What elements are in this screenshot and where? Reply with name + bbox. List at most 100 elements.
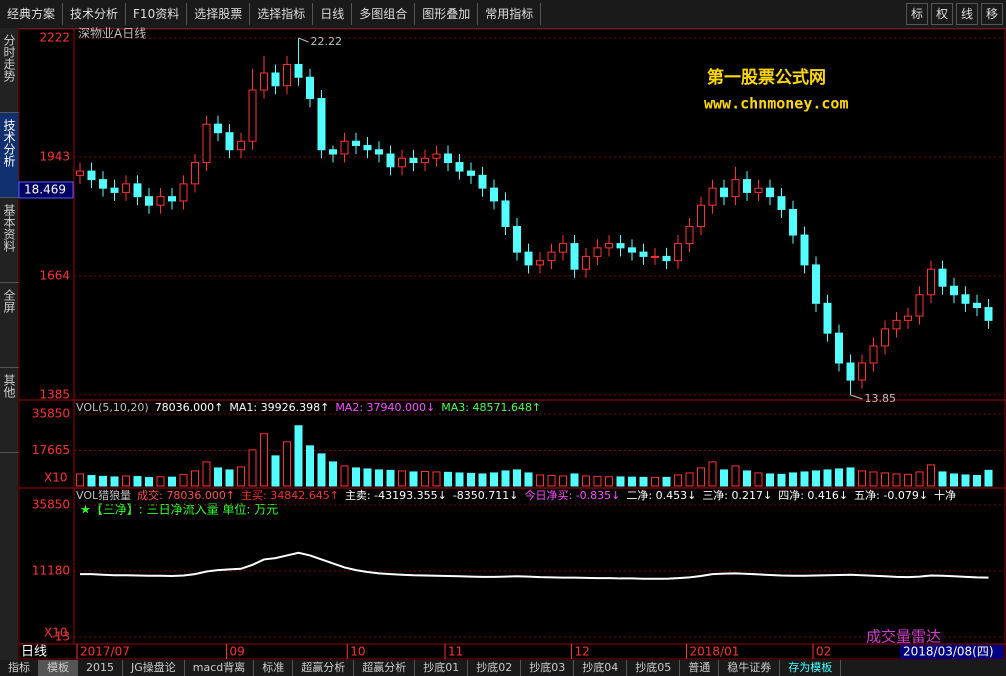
side-tab[interactable]: 基本资料	[0, 198, 19, 283]
sidebar: 分时走势 技术分析 基本资料 全屏 其他	[0, 28, 19, 660]
volume-bar	[536, 474, 544, 487]
volume-bar	[513, 469, 521, 487]
toolbar-icon[interactable]: 权	[931, 3, 953, 25]
toolbar-button[interactable]: 选择指标	[250, 3, 314, 25]
radar-name: 成交量雷达	[866, 628, 941, 646]
bottom-tab[interactable]: 超赢分析	[293, 660, 355, 676]
candle-body	[455, 162, 464, 172]
volume-bar	[639, 476, 648, 487]
candle-body	[214, 123, 222, 134]
radar-header: 十净	[934, 488, 956, 502]
bottom-tab[interactable]: JG操盘论	[123, 660, 185, 676]
x-tick-label: 2017/07	[80, 645, 130, 659]
volume-bar	[444, 471, 452, 487]
candle-body	[869, 345, 878, 364]
candle-body	[340, 140, 349, 155]
volume-bar	[927, 464, 935, 487]
candle-body	[237, 140, 245, 151]
bottom-tab[interactable]: 抄底03	[521, 660, 575, 676]
candle-body	[501, 200, 510, 228]
volume-bar	[674, 474, 682, 487]
candle-body	[386, 153, 395, 168]
volume-bar	[858, 470, 866, 487]
toolbar-button[interactable]: 技术分析	[63, 3, 127, 25]
volume-bar	[375, 469, 383, 487]
volume-bar	[168, 476, 176, 487]
volume-bar	[133, 476, 142, 487]
volume-bar	[363, 468, 372, 487]
bottom-tab[interactable]: 模板	[39, 660, 78, 676]
high-label: 22.22	[311, 35, 343, 48]
toolbar-icon[interactable]: 线	[956, 3, 978, 25]
candle-body	[904, 315, 912, 321]
volume-bar	[708, 461, 717, 487]
side-tab[interactable]: 技术分析	[0, 113, 19, 198]
toolbar-icon[interactable]: 标	[906, 3, 928, 25]
side-tab[interactable]: 全屏	[0, 283, 19, 368]
candle-body	[950, 285, 958, 296]
bottom-tab[interactable]: macd背离	[185, 660, 255, 676]
candle-body	[570, 243, 579, 270]
radar-header: 成交: 78036.000↑	[137, 488, 235, 502]
bottom-tab[interactable]: 抄底02	[468, 660, 522, 676]
bottom-tab[interactable]: 超赢分析	[354, 660, 416, 676]
radar-line	[80, 551, 989, 580]
candle-body	[156, 196, 165, 206]
volume-bar	[386, 469, 395, 487]
side-tab[interactable]: 其他	[0, 368, 19, 453]
toolbar-button[interactable]: 选择股票	[187, 3, 251, 25]
volume-bar	[662, 476, 671, 487]
bottom-tab[interactable]: 稳牛证券	[719, 660, 781, 676]
bottom-tab[interactable]: 抄底05	[627, 660, 681, 676]
volume-header: 78036.000↑	[155, 401, 224, 414]
candle-body	[846, 362, 855, 381]
bottom-tab[interactable]: 存为模板	[780, 660, 842, 676]
volume-bar	[881, 472, 889, 487]
volume-bar	[973, 475, 981, 487]
volume-bar	[260, 433, 268, 487]
radar-header: 今日净买: -0.835↓	[525, 488, 621, 502]
volume-bar	[570, 473, 579, 487]
volume-bar	[409, 471, 418, 487]
toolbar-button[interactable]: 日线	[313, 3, 353, 25]
volume-bar	[915, 471, 924, 487]
candle-body	[478, 174, 487, 189]
candle-body	[375, 149, 383, 155]
toolbar-button[interactable]: 常用指标	[478, 3, 542, 25]
volume-bar	[478, 473, 487, 487]
bottom-tab[interactable]: 普通	[680, 660, 720, 676]
bottom-tab[interactable]: 指标	[0, 660, 39, 676]
bottom-tab[interactable]: 抄底01	[415, 660, 469, 676]
toolbar-button[interactable]: F10资料	[126, 3, 188, 25]
candle-body	[754, 187, 763, 193]
toolbar-icon[interactable]: 移	[981, 3, 1003, 25]
volume-bar	[651, 477, 659, 487]
toolbar-button[interactable]: 图形叠加	[415, 3, 479, 25]
candle-body	[731, 179, 740, 198]
toolbar-button[interactable]: 经典方案	[0, 3, 64, 25]
candle-body	[352, 140, 360, 146]
candle-body	[398, 157, 406, 168]
radar-header: 四净: 0.416↓	[778, 488, 848, 502]
candle-body	[547, 251, 556, 262]
candle-body	[490, 187, 498, 202]
volume-bar	[467, 472, 475, 487]
volume-bar	[99, 475, 107, 487]
candle-body	[743, 179, 751, 193]
candle-body	[984, 307, 993, 321]
toolbar-button[interactable]: 多图组合	[352, 3, 416, 25]
volume-bar	[628, 476, 636, 487]
bottom-tab[interactable]: 标准	[254, 660, 294, 676]
volume-bar	[145, 477, 153, 487]
candle-body	[421, 157, 429, 164]
volume-bar	[846, 467, 855, 487]
side-tab[interactable]: 分时走势	[0, 28, 19, 113]
volume-bar	[432, 471, 441, 487]
candle-body	[616, 243, 625, 249]
y-tick-label: 1385	[39, 388, 70, 402]
radar-header: 二净: 0.453↓	[626, 488, 696, 502]
volume-bar	[605, 476, 613, 487]
bottom-tab[interactable]: 抄底04	[574, 660, 628, 676]
volume-bar	[237, 466, 245, 487]
bottom-tab[interactable]: 2015	[78, 660, 123, 676]
